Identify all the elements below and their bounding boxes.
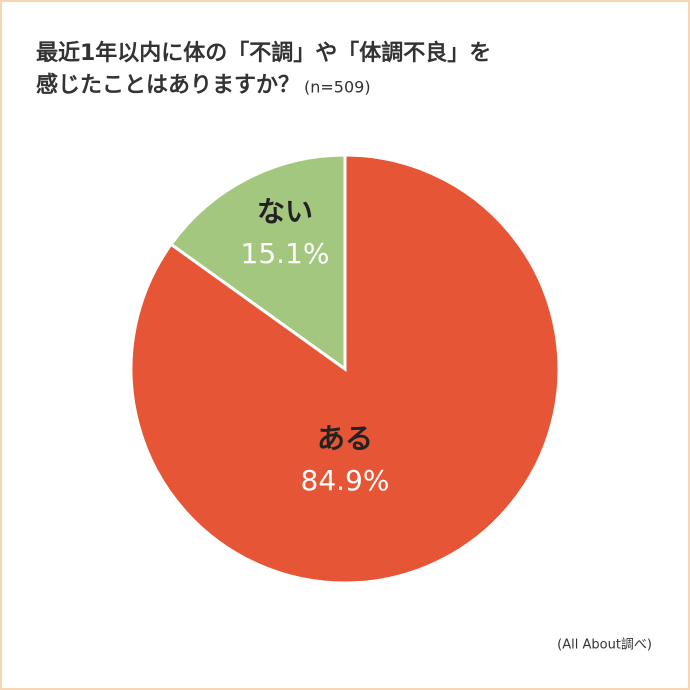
sample-size: (n=509): [304, 78, 371, 97]
slice-value: 15.1%: [241, 237, 330, 270]
pie-slice: [168, 153, 347, 372]
source: (All About調べ): [557, 638, 652, 653]
slice-category: ない: [257, 195, 313, 228]
chart-title: 最近1年以内に体の「不調」や「体調不良」を: [36, 40, 491, 66]
chart-title: 感じたことはありますか？: [36, 72, 300, 98]
slice-value: 84.9%: [301, 464, 390, 497]
pie-slice: [129, 153, 561, 585]
slice-category: ある: [317, 422, 373, 455]
